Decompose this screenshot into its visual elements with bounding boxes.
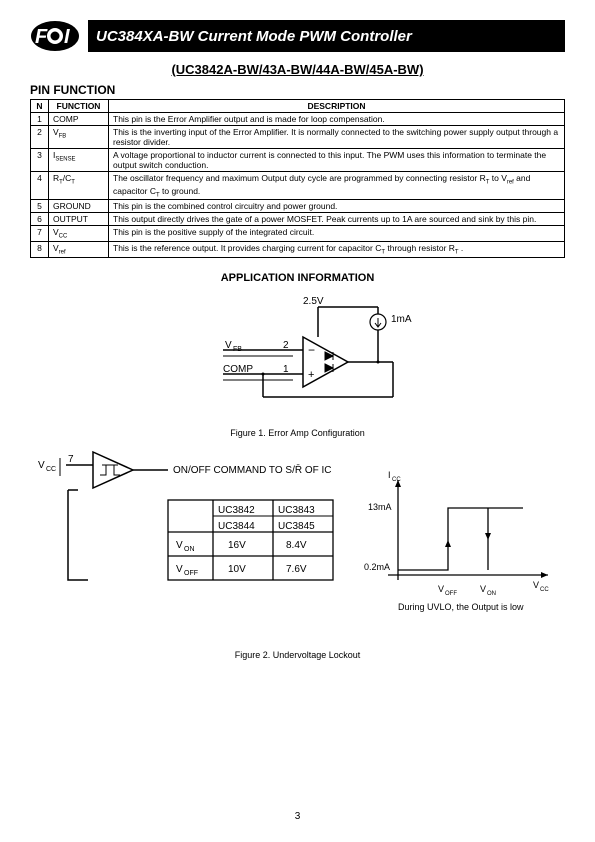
svg-text:UC3844: UC3844: [218, 521, 255, 532]
pin-function-table: N FUNCTION DESCRIPTION 1COMPThis pin is …: [30, 99, 565, 258]
svg-text:+: +: [308, 369, 314, 381]
svg-text:7.6V: 7.6V: [286, 564, 307, 575]
svg-text:−: −: [308, 343, 315, 357]
vref-label: 2.5V: [303, 296, 324, 307]
pin-label: 2: [283, 340, 289, 351]
comp-label: COMP: [223, 364, 253, 375]
section-title-app-info: APPLICATION INFORMATION: [30, 272, 565, 284]
svg-text:16V: 16V: [228, 540, 246, 551]
svg-text:8.4V: 8.4V: [286, 540, 307, 551]
svg-text:I: I: [388, 470, 391, 480]
svg-text:CC: CC: [46, 466, 56, 473]
figure-2: VCC 7 ON/OFF COMMAND TO S/R̄ OF IC UC384…: [30, 450, 565, 660]
svg-text:During UVLO, the Output is low: During UVLO, the Output is low: [398, 602, 524, 612]
figure-1: − + VFB 2 COMP 1 2.5V 1mA Figure 1. Erro…: [30, 292, 565, 438]
table-row: 7VCCThis pin is the positive supply of t…: [31, 226, 565, 242]
logo-icon: F I: [30, 20, 80, 52]
svg-text:V: V: [480, 584, 486, 594]
table-row: 4RT/CTThe oscillator frequency and maxim…: [31, 172, 565, 200]
svg-text:V: V: [38, 460, 45, 471]
svg-text:V: V: [438, 584, 444, 594]
svg-text:CC: CC: [540, 587, 549, 593]
section-title-pin-function: PIN FUNCTION: [30, 83, 565, 97]
svg-text:ON: ON: [487, 591, 496, 597]
svg-text:UC3845: UC3845: [278, 521, 315, 532]
figure-1-caption: Figure 1. Error Amp Configuration: [30, 428, 565, 438]
table-header: DESCRIPTION: [109, 100, 565, 113]
svg-text:V: V: [225, 340, 232, 351]
header: F I UC384XA-BW Current Mode PWM Controll…: [30, 20, 565, 52]
svg-text:ON: ON: [184, 546, 195, 553]
svg-text:10V: 10V: [228, 564, 246, 575]
table-header: N: [31, 100, 49, 113]
svg-text:7: 7: [68, 454, 74, 465]
svg-text:F: F: [35, 26, 48, 48]
figure-2-caption: Figure 2. Undervoltage Lockout: [30, 650, 565, 660]
page-number: 3: [295, 811, 301, 822]
table-header: FUNCTION: [49, 100, 109, 113]
svg-text:OFF: OFF: [184, 570, 198, 577]
table-row: 1COMPThis pin is the Error Amplifier out…: [31, 113, 565, 126]
table-row: 8VrefThis is the reference output. It pr…: [31, 242, 565, 258]
current-label: 1mA: [391, 314, 412, 325]
svg-text:V: V: [176, 564, 183, 575]
uvlo-diagram: VCC 7 ON/OFF COMMAND TO S/R̄ OF IC UC384…: [38, 450, 558, 630]
command-text: ON/OFF COMMAND TO S/R̄ OF IC: [173, 463, 332, 476]
svg-text:FB: FB: [233, 346, 242, 353]
svg-text:OFF: OFF: [445, 591, 457, 597]
svg-text:UC3842: UC3842: [218, 505, 255, 516]
svg-text:V: V: [533, 580, 539, 590]
table-row: 2VFBThis is the inverting input of the E…: [31, 126, 565, 149]
svg-text:13mA: 13mA: [368, 502, 392, 512]
svg-text:0.2mA: 0.2mA: [364, 562, 390, 572]
table-row: 6OUTPUTThis output directly drives the g…: [31, 213, 565, 226]
subtitle: (UC3842A-BW/43A-BW/44A-BW/45A-BW): [30, 62, 565, 77]
svg-text:I: I: [64, 26, 70, 48]
svg-text:V: V: [176, 540, 183, 551]
table-row: 5GROUNDThis pin is the combined control …: [31, 200, 565, 213]
svg-text:UC3843: UC3843: [278, 505, 315, 516]
table-row: 3ISENSEA voltage proportional to inducto…: [31, 149, 565, 172]
pin-label: 1: [283, 364, 289, 375]
error-amp-diagram: − + VFB 2 COMP 1 2.5V 1mA: [163, 292, 433, 422]
page-title: UC384XA-BW Current Mode PWM Controller: [88, 20, 565, 52]
svg-text:CC: CC: [392, 477, 401, 483]
